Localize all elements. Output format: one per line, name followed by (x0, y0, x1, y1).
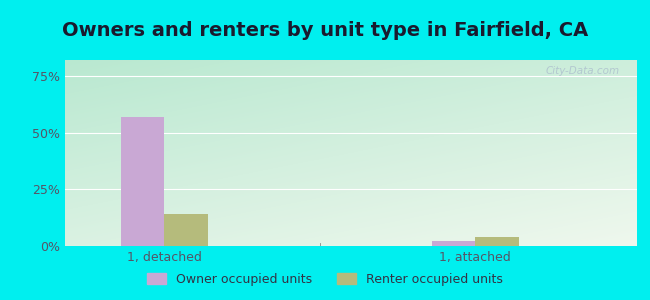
Bar (475, 237, 519, 246)
Legend: Owner occupied units, Renter occupied units: Owner occupied units, Renter occupied un… (142, 268, 508, 291)
Text: Owners and renters by unit type in Fairfield, CA: Owners and renters by unit type in Fairf… (62, 21, 588, 40)
Text: City-Data.com: City-Data.com (546, 66, 620, 76)
Bar (121, 117, 164, 246)
Bar (432, 242, 475, 246)
Bar (164, 214, 208, 246)
